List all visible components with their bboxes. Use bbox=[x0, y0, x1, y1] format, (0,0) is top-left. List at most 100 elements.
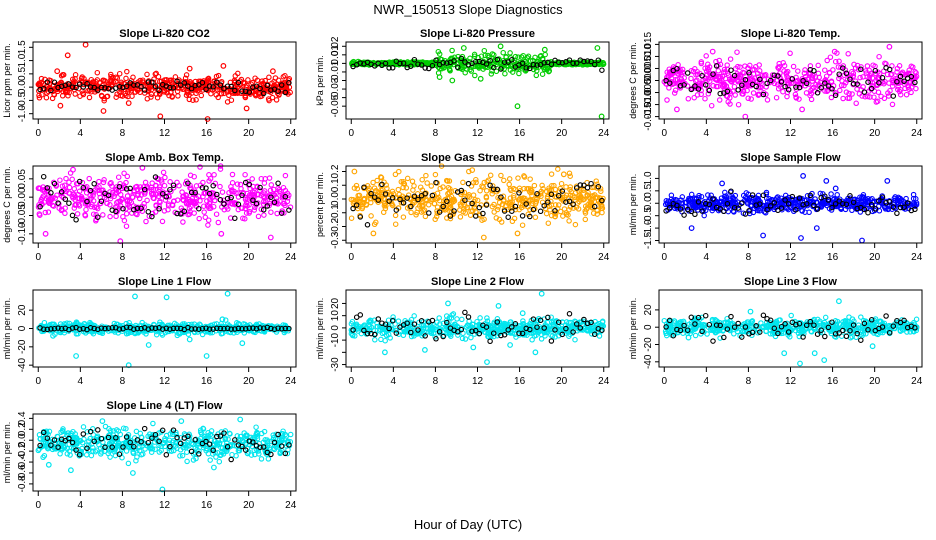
data-point bbox=[400, 184, 406, 191]
data-point bbox=[107, 202, 113, 208]
data-point bbox=[201, 190, 208, 197]
data-point bbox=[489, 203, 496, 210]
mean-point bbox=[66, 200, 72, 206]
mean-point bbox=[282, 325, 289, 332]
data-point bbox=[231, 188, 237, 195]
mean-point bbox=[760, 192, 767, 199]
mean-point bbox=[422, 333, 428, 339]
data-point bbox=[750, 90, 757, 96]
data-point bbox=[576, 198, 582, 205]
data-point bbox=[756, 68, 763, 74]
x-tick-label: 8 bbox=[433, 376, 439, 387]
mean-point bbox=[476, 330, 483, 337]
data-point bbox=[737, 72, 744, 78]
data-point bbox=[688, 191, 695, 198]
mean-point bbox=[411, 321, 418, 327]
mean-point bbox=[483, 202, 490, 208]
data-point bbox=[110, 74, 116, 81]
data-point bbox=[234, 181, 241, 187]
plot-frame bbox=[345, 41, 610, 120]
data-point bbox=[183, 92, 190, 98]
data-point bbox=[395, 186, 402, 193]
data-point bbox=[157, 186, 163, 193]
data-point bbox=[148, 91, 155, 98]
mean-point bbox=[393, 207, 400, 213]
y-tick-label: -0.5 bbox=[17, 91, 28, 109]
outlier-point bbox=[73, 353, 79, 359]
data-point bbox=[542, 65, 549, 72]
data-point bbox=[441, 206, 447, 212]
mean-point bbox=[174, 78, 180, 85]
mean-point bbox=[375, 316, 382, 322]
x-tick-label: 4 bbox=[78, 252, 84, 263]
mean-point bbox=[58, 189, 65, 195]
mean-point bbox=[159, 191, 166, 197]
data-point bbox=[906, 67, 912, 74]
mean-point bbox=[286, 207, 292, 213]
y-tick-label: 1.5 bbox=[17, 40, 28, 54]
mean-point bbox=[912, 79, 918, 86]
data-point bbox=[96, 178, 102, 185]
data-point bbox=[205, 217, 212, 223]
data-point bbox=[157, 319, 163, 325]
data-point bbox=[869, 195, 875, 202]
mean-point bbox=[404, 195, 410, 201]
data-point bbox=[244, 82, 250, 89]
data-point bbox=[705, 76, 711, 82]
data-point bbox=[481, 216, 487, 223]
panel-title: Slope Li-820 Temp. bbox=[741, 28, 840, 40]
x-tick-label: 8 bbox=[120, 252, 126, 263]
mean-point bbox=[87, 187, 94, 194]
data-point bbox=[527, 176, 533, 182]
data-point bbox=[159, 179, 165, 185]
mean-point bbox=[692, 211, 698, 218]
data-point bbox=[551, 318, 557, 325]
mean-point bbox=[163, 325, 170, 332]
data-point bbox=[578, 326, 584, 332]
data-point bbox=[826, 205, 833, 212]
data-point bbox=[897, 91, 904, 98]
data-point bbox=[207, 199, 213, 205]
data-point bbox=[186, 205, 193, 212]
data-point bbox=[215, 94, 221, 101]
mean-point bbox=[253, 326, 260, 332]
data-point bbox=[436, 315, 442, 321]
data-point bbox=[382, 337, 388, 344]
data-point bbox=[713, 83, 720, 90]
mean-point bbox=[753, 83, 759, 90]
mean-point bbox=[375, 197, 382, 203]
data-point bbox=[396, 191, 403, 198]
outlier-point bbox=[186, 336, 193, 343]
data-point bbox=[402, 328, 408, 335]
mean-point bbox=[235, 79, 242, 86]
data-point bbox=[356, 323, 362, 330]
data-point bbox=[355, 192, 361, 199]
data-point bbox=[268, 182, 275, 188]
mean-point bbox=[134, 205, 141, 211]
data-point bbox=[516, 70, 522, 77]
data-point bbox=[60, 72, 67, 78]
data-point bbox=[423, 172, 429, 179]
data-point bbox=[889, 101, 896, 108]
data-point bbox=[594, 185, 600, 191]
data-point bbox=[840, 63, 847, 69]
mean-point bbox=[87, 84, 94, 90]
data-point bbox=[664, 69, 670, 75]
outlier-point bbox=[560, 171, 567, 178]
mean-point bbox=[51, 79, 58, 86]
data-point bbox=[90, 211, 97, 217]
x-tick-label: 12 bbox=[472, 252, 484, 263]
mean-point bbox=[228, 326, 234, 332]
x-tick-label: 24 bbox=[911, 128, 923, 139]
data-point bbox=[710, 83, 716, 89]
data-point bbox=[467, 55, 473, 62]
y-tick-label: 0.010 bbox=[643, 43, 654, 68]
data-point bbox=[372, 188, 379, 194]
data-point bbox=[76, 203, 83, 209]
data-point bbox=[849, 68, 855, 75]
mean-point bbox=[379, 320, 385, 326]
data-point bbox=[473, 179, 479, 186]
data-point bbox=[814, 199, 820, 205]
data-point bbox=[856, 91, 863, 97]
